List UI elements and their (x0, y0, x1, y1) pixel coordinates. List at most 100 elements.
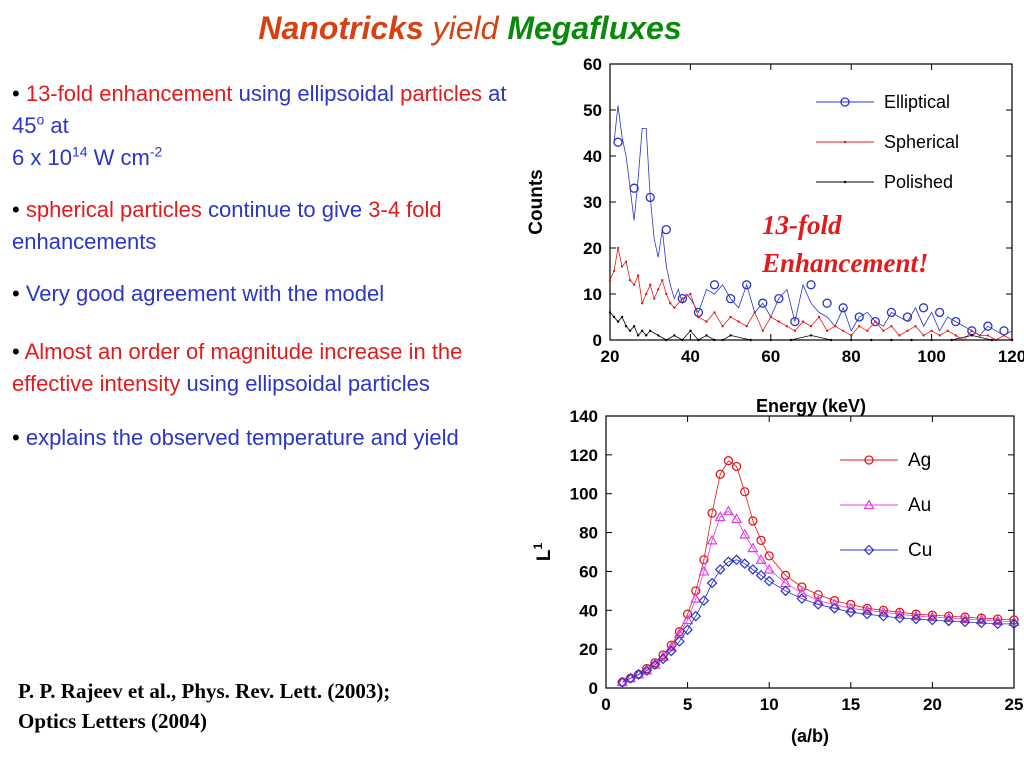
data-point-elliptical (645, 192, 655, 203)
data-point-ag (740, 487, 750, 497)
data-point-polished (673, 334, 676, 337)
bullet-1-blue-3: at (50, 113, 69, 138)
data-point-spherical (761, 329, 764, 332)
data-point-au (755, 554, 767, 564)
data-point-spherical (962, 338, 965, 342)
data-point-elliptical (725, 293, 736, 304)
data-point-polished (870, 338, 873, 342)
data-point-au (796, 587, 808, 597)
data-point-spherical (785, 325, 789, 328)
bullet-5-blue-1: explains the observed temperature and yi… (25, 425, 459, 450)
data-point-cu (845, 606, 857, 618)
y-tick-label: 80 (579, 524, 598, 543)
data-point-polished (829, 338, 833, 342)
y-tick-label: 140 (570, 407, 598, 426)
data-point-polished (612, 315, 616, 319)
legend-marker-spherical (843, 140, 847, 144)
data-point-ag (813, 590, 823, 600)
data-point-au (731, 513, 743, 524)
data-point-spherical (793, 329, 797, 332)
data-point-polished (930, 338, 933, 342)
data-point-spherical (681, 297, 684, 300)
y-tick-label: 120 (570, 446, 598, 465)
data-point-polished (769, 338, 772, 342)
data-point-cu (755, 569, 767, 581)
data-point-polished (990, 338, 994, 342)
data-point-au (690, 592, 702, 603)
data-point-spherical (922, 334, 925, 337)
y-axis-label: Counts (526, 169, 547, 234)
data-point-cu (861, 608, 873, 620)
data-point-au (926, 611, 938, 622)
data-point-elliptical (806, 280, 816, 290)
data-point-spherical (729, 315, 732, 319)
slide-title: Nanotricks yield Megafluxes (0, 10, 940, 47)
data-point-au (739, 528, 751, 539)
data-point-spherical (737, 320, 740, 323)
series-line-ag (622, 460, 1015, 683)
legend-label-spherical: Spherical (884, 132, 959, 152)
data-point-polished (850, 338, 853, 342)
data-point-cu (829, 602, 840, 614)
legend-label-ag: Ag (908, 450, 931, 471)
legend-marker-ag (864, 455, 874, 465)
data-point-ag (944, 611, 954, 621)
data-point-spherical (1002, 334, 1006, 337)
x-axis-label: Energy (keV) (756, 396, 866, 416)
data-point-elliptical (838, 303, 848, 313)
data-point-cu (690, 610, 702, 622)
data-point-spherical (866, 329, 869, 332)
data-point-spherical (697, 315, 700, 319)
data-point-ag (911, 609, 921, 619)
data-point-ag (699, 555, 709, 565)
l-vs-ab-chart: 0 5 10 15 20 25 0 20 40 60 80 100 120 140 (a/b) L1 Ag Au C… (531, 407, 1024, 746)
bullet-1-blue-4: 6 x 10 (12, 145, 72, 170)
bullet-2-red-2: 3-4 fold (368, 197, 442, 222)
data-point-polished (620, 315, 624, 319)
data-point-ag (927, 610, 938, 620)
data-point-cu (723, 556, 734, 568)
data-point-polished (789, 338, 793, 342)
y-tick-label: 0 (589, 679, 598, 698)
y-tick-label: 30 (583, 193, 602, 212)
x-tick-label: 60 (761, 347, 780, 366)
data-point-cu (812, 599, 824, 610)
data-point-elliptical (661, 224, 671, 235)
y-axis-label: L1 (531, 543, 555, 562)
legend-marker-cu (863, 544, 875, 556)
x-tick-label: 20 (601, 347, 620, 366)
title-part-megafluxes: Megafluxes (507, 10, 682, 46)
data-point-ag (976, 613, 987, 623)
data-point-elliptical (677, 293, 688, 304)
data-point-cu (739, 558, 751, 570)
data-point-ag (650, 658, 660, 668)
data-point-ag (723, 456, 734, 466)
data-point-spherical (769, 315, 772, 319)
data-point-ag (715, 469, 725, 479)
x-tick-label: 25 (1005, 695, 1024, 714)
data-point-polished (608, 311, 612, 314)
data-point-spherical (689, 292, 692, 296)
bullet-marker: • (12, 81, 20, 106)
data-point-elliptical (951, 316, 961, 327)
legend-label-cu: Cu (908, 540, 932, 561)
bullet-3-blue-1: Very good agreement with the model (25, 281, 385, 306)
data-point-spherical (914, 325, 917, 328)
data-point-polished (713, 338, 716, 342)
data-point-elliptical (902, 312, 913, 322)
data-point-spherical (620, 265, 624, 268)
data-point-cu (633, 669, 644, 680)
x-tick-label: 100 (917, 347, 945, 366)
bullet-2-blue-2: enhancements (12, 229, 157, 254)
bullet-marker: • (12, 281, 20, 306)
data-point-cu (976, 617, 987, 629)
data-point-cu (943, 615, 955, 627)
data-point-spherical (608, 279, 612, 282)
data-point-au (747, 542, 759, 553)
data-point-elliptical (918, 303, 929, 313)
data-point-spherical (882, 329, 885, 332)
bullet-1-sup-2: 14 (71, 143, 88, 160)
bullet-1-sup-1: o (36, 111, 45, 128)
data-point-polished (632, 325, 636, 328)
data-point-cu (780, 585, 791, 597)
